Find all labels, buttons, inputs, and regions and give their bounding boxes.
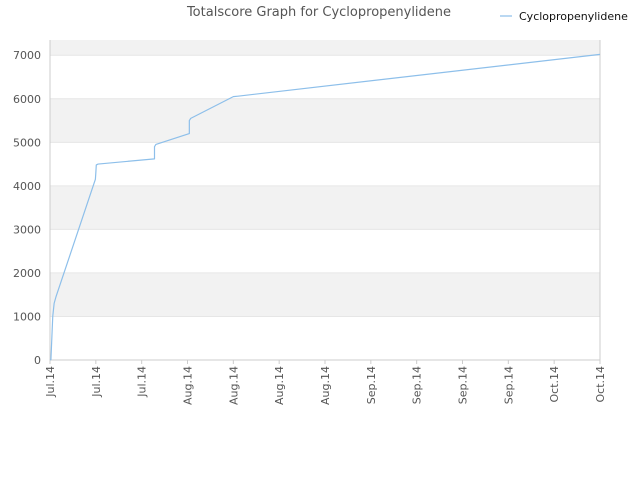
chart-title: Totalscore Graph for Cyclopropenylidene [186, 5, 451, 20]
x-tick-label: Sep.14 [365, 366, 378, 404]
x-tick-label: Sep.14 [502, 366, 515, 404]
grid-band [50, 272, 600, 317]
x-tick-label: Sep.14 [411, 366, 424, 404]
grid-band [50, 40, 600, 56]
grid-band [50, 185, 600, 230]
x-tick-label: Jul.14 [90, 366, 103, 398]
x-tick-label: Jul.14 [44, 366, 57, 398]
x-tick-label: Oct.14 [548, 366, 561, 403]
x-tick-label: Aug.14 [273, 366, 286, 405]
y-tick-label: 5000 [13, 136, 41, 149]
y-tick-label: 7000 [13, 49, 41, 62]
x-tick-label: Aug.14 [227, 366, 240, 405]
series-layer [49, 53, 601, 361]
x-axis-ticks: Jul.14 Jul.14 Jul.14 Aug.14 Aug.14 Aug.14 Aug.… [44, 360, 607, 405]
y-axis-ticks: 0 1000 2000 3000 4000 5000 6000 7000 [13, 49, 41, 367]
y-tick-label: 0 [34, 354, 41, 367]
x-tick-label: Jul.14 [136, 366, 149, 398]
x-tick-label: Sep.14 [457, 366, 470, 404]
grid-band [50, 98, 600, 143]
x-tick-label: Oct.14 [594, 366, 607, 403]
y-tick-label: 1000 [13, 310, 41, 323]
y-tick-label: 2000 [13, 267, 41, 280]
y-tick-label: 4000 [13, 180, 41, 193]
legend-label: Cyclopropenylidene [519, 10, 628, 23]
y-tick-label: 3000 [13, 223, 41, 236]
x-tick-label: Aug.14 [182, 366, 195, 405]
y-tick-label: 6000 [13, 93, 41, 106]
series-line [49, 53, 601, 361]
legend: Cyclopropenylidene [500, 10, 628, 23]
grid-bands [50, 40, 600, 317]
x-tick-label: Aug.14 [319, 366, 332, 405]
